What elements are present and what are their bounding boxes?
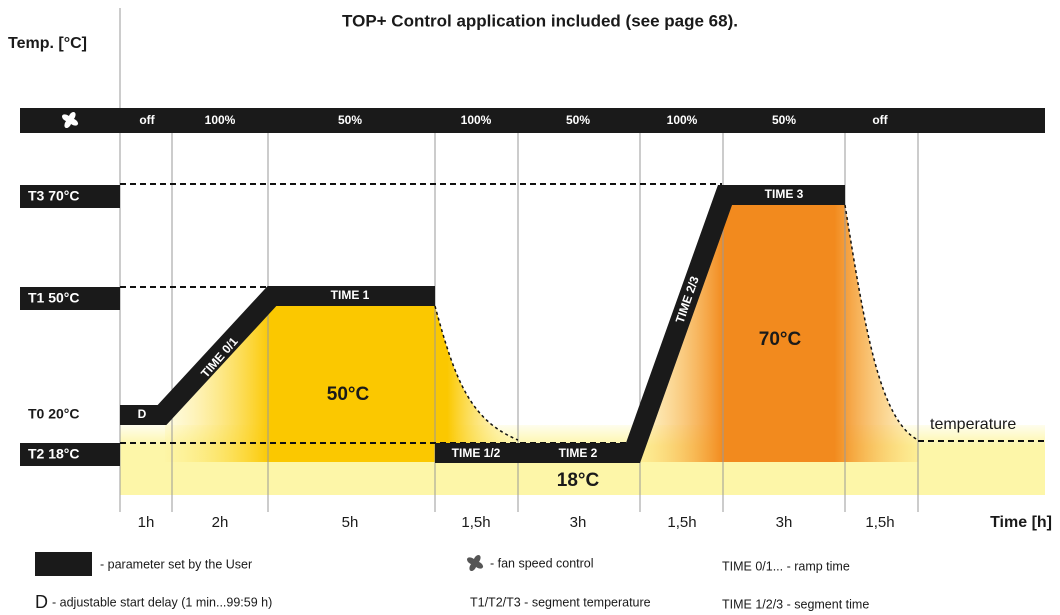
fan-bar [20,108,1045,133]
segment-label: TIME 3 [765,187,804,201]
duration: 1,5h [461,514,490,531]
fan-speed: 100% [205,113,236,127]
segment-label: TIME 2 [559,446,598,460]
profile [120,286,435,425]
legend-text: T1/T2/T3 - segment temperature [470,595,651,609]
fan-speed: 50% [772,113,796,127]
legend-fan-icon [465,553,485,573]
segment-label: D [138,407,147,421]
segment-label: TIME 1 [331,288,370,302]
fan-speed: 50% [566,113,590,127]
level-box [20,185,120,208]
duration: 1h [138,514,155,531]
area-label: temperature [930,416,1016,433]
cooling-curves [434,204,919,441]
area-label: 18°C [557,470,600,491]
fan-speed: off [872,113,888,127]
duration: 5h [342,514,359,531]
level-box [20,287,120,310]
profile [435,185,845,463]
level-label: T0 20°C [28,406,80,422]
legend-text: TIME 0/1... - ramp time [722,559,850,573]
segment-area [640,205,918,462]
legend-text: - adjustable start delay (1 min...99:59 … [52,595,272,609]
y-axis-label: Temp. [°C] [8,35,87,52]
duration: 1,5h [667,514,696,531]
title: TOP+ Control application included (see p… [342,11,738,30]
area-label: 70°C [759,329,802,350]
fan-speed: 50% [338,113,362,127]
fan-speed: 100% [667,113,698,127]
segment-area [165,306,518,462]
fan-speed: off [139,113,155,127]
level-box [20,443,120,466]
duration: 1,5h [865,514,894,531]
legend-symbol: D [35,592,48,612]
level-label: T2 18°C [28,446,80,462]
area-label: 50°C [327,384,370,405]
duration: 3h [776,514,793,531]
legend-text: - parameter set by the User [100,557,252,571]
legend-text: TIME 1/2/3 - segment time [722,597,869,611]
duration: 3h [570,514,587,531]
level-label: T3 70°C [28,188,80,204]
fan-speed: 100% [461,113,492,127]
level-label: T1 50°C [28,290,80,306]
x-axis-label: Time [h] [990,514,1052,531]
duration: 2h [212,514,229,531]
segment-label: TIME 1/2 [452,446,501,460]
legend-swatch [35,552,92,576]
legend-text: - fan speed control [490,556,594,570]
